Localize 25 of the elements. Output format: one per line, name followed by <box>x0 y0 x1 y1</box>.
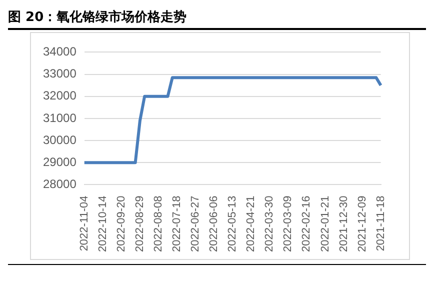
y-tick-label: 34000 <box>42 44 77 59</box>
x-tick-label: 2022-01-21 <box>319 196 332 252</box>
y-tick-label: 29000 <box>42 154 77 169</box>
y-tick-label: 28000 <box>42 177 77 192</box>
x-tick-label: 2022-03-09 <box>282 196 294 252</box>
x-tick-label: 2022-11-04 <box>78 196 90 252</box>
x-tick-label: 2022-04-21 <box>245 196 258 252</box>
x-tick-label: 2022-06-27 <box>190 196 202 252</box>
x-tick-label: 2022-02-16 <box>300 196 313 252</box>
x-tick-label: 2022-07-18 <box>171 196 184 252</box>
y-tick-label: 30000 <box>42 132 77 147</box>
y-tick-label: 31000 <box>42 110 77 125</box>
x-tick-label: 2022-08-08 <box>152 196 165 252</box>
x-tick-label: 2022-08-29 <box>134 196 146 252</box>
x-tick-label: 2021-12-30 <box>338 196 350 252</box>
y-tick-label: 32000 <box>42 88 77 103</box>
x-tick-label: 2022-10-14 <box>96 196 109 252</box>
x-tick-label: 2021-11-18 <box>374 196 387 252</box>
x-tick-label: 2022-05-13 <box>226 196 239 252</box>
x-tick-label: 2022-09-20 <box>115 196 128 252</box>
x-tick-label: 2022-06-06 <box>208 196 220 252</box>
x-tick-label: 2022-03-30 <box>264 196 276 252</box>
chart-title: 图 20：氧化铬绿市场价格走势 <box>8 8 426 30</box>
y-tick-label: 33000 <box>42 66 77 81</box>
x-tick-label: 2021-12-09 <box>356 196 368 252</box>
